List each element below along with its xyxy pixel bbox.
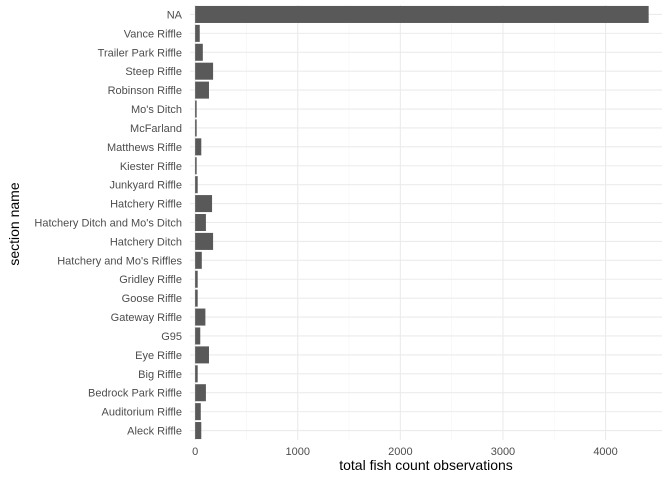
bar	[195, 213, 206, 232]
y-tick-label: Hatchery Riffle	[110, 199, 182, 211]
bars	[195, 5, 649, 440]
y-tick-label: Bedrock Park Riffle	[88, 388, 182, 400]
bar	[195, 24, 200, 42]
bar	[195, 195, 213, 213]
y-tick-label: Robinson Riffle	[108, 85, 182, 97]
y-tick-label: Hatchery and Mo's Riffles	[57, 255, 182, 267]
x-tick-label: 4000	[593, 446, 617, 458]
y-tick-label: Gateway Riffle	[111, 312, 182, 324]
bar	[195, 138, 202, 156]
y-tick-label: Mo's Ditch	[131, 104, 182, 116]
bar	[195, 176, 198, 194]
bar	[195, 308, 206, 326]
bar	[195, 157, 197, 175]
y-tick-label: Kiester Riffle	[120, 161, 182, 173]
bar	[195, 270, 198, 288]
y-tick-label: Aleck Riffle	[127, 426, 182, 438]
bar	[195, 403, 201, 421]
y-tick-label: G95	[161, 331, 182, 343]
grid-lines	[190, 5, 662, 440]
bar	[195, 62, 214, 80]
x-tick-labels: 0 1000 2000 3000 4000	[192, 446, 618, 458]
bar	[195, 327, 201, 345]
bar	[195, 81, 209, 99]
y-tick-label: Matthews Riffle	[107, 142, 182, 154]
bar	[195, 346, 209, 364]
y-tick-labels: Aleck Riffle Auditorium Riffle Bedrock Par…	[34, 9, 182, 437]
y-tick-label: Vance Riffle	[124, 28, 182, 40]
y-tick-label: McFarland	[130, 123, 182, 135]
y-tick-label: Junkyard Riffle	[109, 180, 182, 192]
bar	[195, 365, 198, 383]
y-axis-title: section name	[6, 182, 22, 265]
x-tick-label: 2000	[388, 446, 412, 458]
bar	[195, 422, 202, 440]
x-axis-title: total fish count observations	[339, 457, 513, 473]
bar	[195, 100, 197, 118]
y-tick-label: Gridley Riffle	[119, 274, 182, 286]
x-tick-label: 1000	[285, 446, 309, 458]
y-tick-label: NA	[167, 9, 183, 21]
y-tick-label: Eye Riffle	[135, 350, 182, 362]
bar	[195, 289, 198, 307]
x-tick-label: 3000	[491, 446, 515, 458]
bar	[195, 232, 214, 250]
y-tick-label: Goose Riffle	[122, 293, 182, 305]
y-tick-label: Big Riffle	[138, 369, 182, 381]
bar	[195, 43, 203, 61]
bar	[195, 251, 202, 269]
y-tick-label: Steep Riffle	[125, 66, 182, 78]
y-tick-label: Auditorium Riffle	[102, 407, 183, 419]
bar	[195, 5, 649, 23]
bar	[195, 119, 197, 137]
x-tick-label: 0	[192, 446, 198, 458]
bar	[195, 384, 206, 402]
y-tick-label: Hatchery Ditch	[110, 236, 182, 248]
y-tick-label: Hatchery Ditch and Mo's Ditch	[34, 218, 182, 230]
y-tick-label: Trailer Park Riffle	[98, 47, 182, 59]
